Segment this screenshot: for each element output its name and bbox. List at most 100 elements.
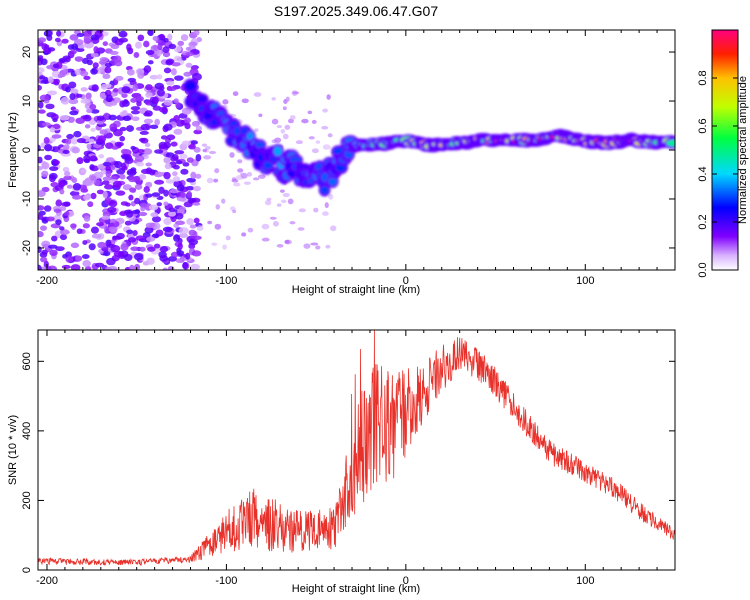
spectrogram-noise-blob (65, 56, 71, 63)
spectrogram-noise-blob (173, 128, 183, 135)
spectrogram-noise-blob (63, 175, 72, 181)
spectrogram-noise-blob (214, 168, 220, 174)
spectrogram-ridge-blob (255, 141, 265, 149)
spectrogram-noise-blob (193, 146, 201, 153)
spectrogram-noise-blob (90, 127, 96, 132)
spectrogram-noise-blob (172, 176, 181, 182)
spectrogram-noise-blob (188, 41, 198, 47)
x-tick-label: -200 (36, 275, 58, 287)
spectrogram-noise-blob (49, 127, 56, 133)
spectrogram-noise-blob (126, 43, 132, 52)
spectrogram-noise-blob (121, 93, 128, 99)
spectrogram-noise-blob (271, 97, 276, 101)
spectrogram-noise-blob (173, 115, 181, 121)
spectrogram-noise-blob (82, 240, 88, 246)
spectrogram-noise-blob (76, 32, 85, 37)
x-tick-label: -100 (215, 275, 237, 287)
spectrogram-noise-blob (165, 59, 174, 66)
spectrogram-noise-blob (59, 188, 65, 195)
spectrogram-noise-blob (55, 219, 62, 225)
spectrogram-noise-blob (70, 88, 79, 94)
spectrogram-noise-blob (54, 37, 61, 43)
spectrogram-noise-blob (190, 65, 199, 71)
spectrogram-noise-blob (134, 253, 144, 261)
spectrogram-noise-blob (237, 159, 243, 164)
spectrogram-noise-blob (83, 154, 91, 163)
spectrogram-noise-blob (64, 211, 70, 216)
spectrogram-noise-blob (89, 103, 97, 110)
spectrogram-ridge-blob (273, 146, 282, 156)
spectrogram-noise-blob (181, 107, 192, 115)
spectrogram-noise-blob (118, 30, 128, 38)
spectrogram-noise-blob (232, 91, 239, 97)
spectrogram-noise-blob (191, 250, 202, 257)
spectrogram-noise-blob (38, 101, 44, 109)
spectrogram-noise-blob (143, 118, 153, 124)
spectrogram-noise-blob (96, 115, 105, 121)
spectrogram-noise-blob (178, 232, 188, 238)
spectrogram-noise-blob (130, 106, 141, 111)
spectrogram-noise-blob (189, 224, 197, 229)
spectrogram-noise-blob (138, 211, 148, 217)
spectrogram-noise-blob (175, 212, 184, 220)
spectrogram-noise-blob (38, 67, 45, 74)
spectrogram-noise-blob (108, 226, 118, 233)
spectrogram-noise-blob (315, 245, 321, 250)
spectrogram-noise-blob (191, 235, 202, 240)
spectrogram-noise-blob (144, 142, 151, 148)
spectrogram-noise-blob (173, 234, 181, 242)
spectrogram-noise-blob (297, 227, 305, 231)
spectrogram-noise-blob (136, 100, 142, 107)
y-tick-label: 0 (21, 147, 33, 153)
colorbar-tick-label: 0.4 (697, 166, 709, 181)
spectrogram-noise-blob (162, 226, 173, 233)
spectrogram-noise-blob (125, 210, 134, 218)
spectrogram-noise-blob (38, 156, 43, 164)
colorbar-tick-label: 0.2 (697, 214, 709, 229)
spectrogram-ridge-blob (246, 131, 254, 142)
spectrogram-ridge-layer (183, 78, 675, 197)
spectrogram-noise-blob (204, 146, 211, 150)
spectrogram-noise-blob (140, 123, 150, 131)
colorbar: 0.0 0.2 0.4 0.6 0.8 Normalized spectral ampl… (697, 29, 749, 278)
spectrogram-noise-blob (246, 172, 253, 177)
spectrogram-noise-blob (137, 72, 145, 79)
spectrogram-noise-blob (126, 125, 134, 132)
spectrogram-noise-blob (280, 128, 286, 134)
spectrogram-noise-blob (190, 140, 198, 145)
spectrogram-noise-blob (193, 217, 200, 224)
spectrogram-noise-blob (61, 38, 69, 44)
spectrogram-noise-blob (146, 236, 156, 242)
spectrogram-noise-blob (131, 209, 141, 214)
spectrogram-noise-blob (221, 198, 226, 204)
spectrogram-noise-blob (147, 60, 154, 65)
spectrogram-noise-blob (167, 86, 177, 92)
spectrogram-noise-blob (140, 168, 151, 175)
spectrogram-noise-blob (171, 68, 177, 76)
spectrogram-noise-blob (135, 161, 145, 167)
colorbar-tick-label: 0.0 (697, 262, 709, 277)
spectrogram-noise-blob (105, 142, 114, 149)
spectrogram-noise-blob (66, 133, 75, 140)
spectrogram-noise-blob (167, 33, 173, 41)
spectrogram-noise-blob (115, 190, 126, 196)
spectrogram-noise-blob (186, 218, 195, 226)
spectrogram-noise-blob (176, 184, 185, 192)
spectrogram-noise-blob (112, 180, 122, 189)
spectrogram-ridge-blob (320, 186, 329, 195)
spectrogram-noise-blob (137, 34, 145, 42)
spectrogram-noise-blob (163, 67, 172, 74)
spectrogram-noise-blob (128, 176, 137, 183)
spectrogram-noise-blob (324, 202, 329, 209)
spectrogram-noise-blob (145, 193, 153, 198)
spectrogram-noise-blob (90, 175, 97, 182)
spectrogram-noise-blob (322, 144, 331, 150)
spectrogram-noise-blob (119, 211, 128, 217)
spectrogram-noise-blob (285, 96, 290, 102)
spectrogram-noise-blob (91, 84, 99, 92)
spectrogram-noise-blob (60, 97, 70, 105)
spectrogram-noise-blob (162, 51, 171, 58)
chart-title: S197.2025.349.06.47.G07 (274, 3, 438, 19)
spectrogram-noise-blob (178, 206, 186, 212)
spectrogram-noise-blob (102, 190, 108, 199)
